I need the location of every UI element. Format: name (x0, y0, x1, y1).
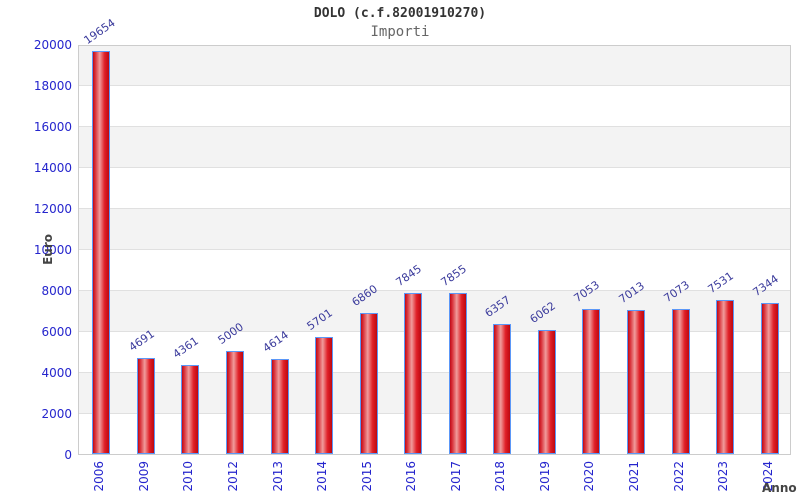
y-tick-label: 6000 (41, 325, 72, 339)
y-tick-label: 8000 (41, 284, 72, 298)
bar-2009 (137, 358, 155, 454)
bar-2024 (761, 303, 779, 454)
x-tick-label-2017: 2017 (449, 461, 463, 492)
bar-2006 (92, 51, 110, 454)
x-tick-label-2021: 2021 (627, 461, 641, 492)
bar-2012 (226, 351, 244, 454)
bar-2023 (716, 300, 734, 454)
x-tick-label-2006: 2006 (92, 461, 106, 492)
x-tick-label-2009: 2009 (137, 461, 151, 492)
y-tick-label: 16000 (33, 120, 72, 134)
bar-2016 (404, 293, 422, 454)
y-tick-label: 14000 (33, 161, 72, 175)
x-tick-label-2014: 2014 (315, 461, 329, 492)
x-tick-label-2023: 2023 (716, 461, 730, 492)
bar-2014 (315, 337, 333, 454)
bar-2015 (360, 313, 378, 454)
x-tick-label-2019: 2019 (538, 461, 552, 492)
bar-2017 (449, 293, 467, 454)
bar-2021 (627, 310, 645, 454)
plot-area (78, 45, 791, 455)
y-axis-label: Euro (41, 234, 55, 265)
y-tick-label: 18000 (33, 79, 72, 93)
x-tick-label-2010: 2010 (181, 461, 195, 492)
chart-subtitle: Importi (370, 24, 430, 40)
y-tick-label: 10000 (33, 243, 72, 257)
x-tick-label-2018: 2018 (493, 461, 507, 492)
x-axis-label: Anno (762, 481, 797, 495)
bar-2010 (181, 365, 199, 454)
x-tick-label-2020: 2020 (582, 461, 596, 492)
bar-2013 (271, 359, 289, 454)
bar-2022 (672, 309, 690, 454)
x-tick-label-2012: 2012 (226, 461, 240, 492)
chart-title: DOLO (c.f.82001910270) (313, 6, 487, 21)
y-tick-label: 0 (64, 448, 72, 462)
y-tick-label: 2000 (41, 407, 72, 421)
y-tick-label: 4000 (41, 366, 72, 380)
bar-2019 (538, 330, 556, 454)
x-tick-label-2013: 2013 (271, 461, 285, 492)
bar-2020 (582, 309, 600, 454)
y-tick-label: 20000 (33, 38, 72, 52)
x-tick-label-2015: 2015 (360, 461, 374, 492)
x-tick-label-2022: 2022 (672, 461, 686, 492)
y-tick-label: 12000 (33, 202, 72, 216)
bar-2018 (493, 324, 511, 454)
x-tick-label-2016: 2016 (404, 461, 418, 492)
